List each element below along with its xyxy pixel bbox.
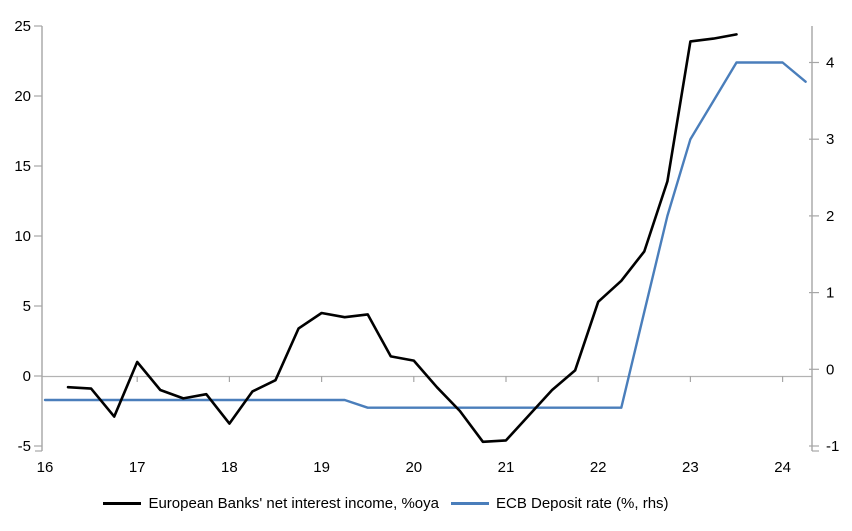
right-axis-tick-label: 2 [826, 208, 834, 225]
chart-legend: European Banks' net interest income, %oy… [0, 492, 772, 514]
legend-entry-ecb-deposit-rate: ECB Deposit rate (%, rhs) [450, 494, 669, 512]
x-axis-tick-label: 22 [590, 459, 607, 476]
x-axis-tick-label: 18 [221, 459, 238, 476]
left-axis-tick-label: 20 [14, 88, 31, 105]
right-axis-tick-label: 1 [826, 285, 834, 302]
left-axis-tick-label: 10 [14, 228, 31, 245]
x-axis-tick-label: 23 [682, 459, 699, 476]
left-axis-tick-label: 0 [23, 368, 31, 385]
right-axis-tick-label: 4 [826, 55, 834, 72]
x-axis-tick-label: 24 [774, 459, 791, 476]
x-axis-tick-label: 17 [129, 459, 146, 476]
x-axis-tick-label: 19 [313, 459, 330, 476]
right-axis-tick-label: 3 [826, 131, 834, 148]
series-line-ecb-deposit-rate [43, 61, 807, 409]
legend-label-net-interest-income: European Banks' net interest income, %oy… [148, 494, 439, 512]
right-axis-tick-label: 0 [826, 361, 834, 378]
left-axis-tick-label: 25 [14, 18, 31, 35]
legend-label-ecb-deposit-rate: ECB Deposit rate (%, rhs) [495, 494, 669, 512]
x-axis-tick-label: 21 [498, 459, 515, 476]
left-axis-tick-label: -5 [18, 438, 31, 455]
right-axis-tick-label: -1 [826, 438, 839, 455]
series-line-net-interest-income [66, 33, 738, 444]
x-axis-tick-label: 20 [405, 459, 422, 476]
legend-line-marker-blue [450, 501, 489, 505]
legend-entry-net-interest-income: European Banks' net interest income, %oy… [103, 496, 439, 511]
left-axis-tick-label: 5 [23, 298, 31, 315]
legend-line-marker-black [103, 501, 142, 505]
x-axis-tick-label: 16 [37, 459, 54, 476]
left-axis-tick-label: 15 [14, 158, 31, 175]
